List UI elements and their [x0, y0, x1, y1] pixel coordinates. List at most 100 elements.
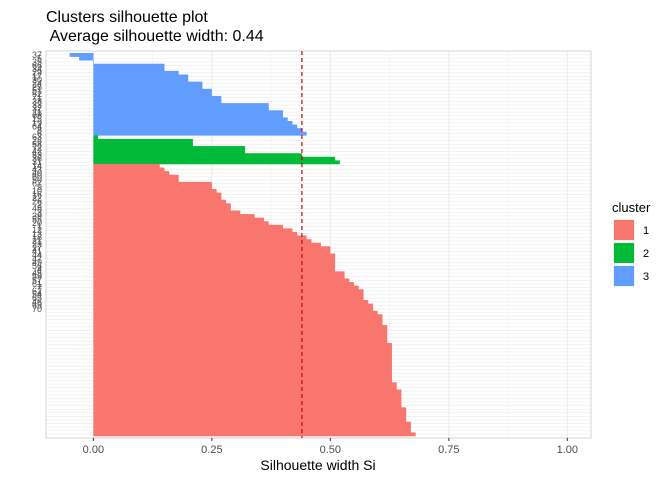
silhouette-bar	[93, 267, 336, 272]
silhouette-bar	[93, 224, 283, 229]
silhouette-bar	[93, 428, 411, 433]
silhouette-bar	[93, 303, 374, 308]
legend: cluster 1 2 3	[612, 200, 651, 287]
y-tick-label: 34	[32, 64, 42, 74]
silhouette-bar	[93, 325, 388, 329]
silhouette-bar	[93, 88, 212, 93]
y-tick-label: 61	[32, 279, 42, 289]
y-tick-label: 65	[32, 293, 42, 303]
silhouette-bar	[79, 56, 94, 61]
silhouette-bar	[93, 414, 407, 419]
silhouette-bar	[93, 292, 364, 297]
y-tick-labels: 3753566342917302425515271383332116815196…	[32, 50, 42, 314]
y-tick-label: 43	[32, 164, 42, 174]
silhouette-bar	[93, 110, 283, 115]
y-tick-label: 25	[32, 82, 42, 92]
silhouette-bar	[93, 260, 336, 265]
silhouette-bar	[93, 217, 265, 222]
silhouette-bar	[93, 117, 288, 122]
silhouette-bar	[93, 210, 241, 215]
silhouette-bar	[93, 192, 222, 197]
y-tick-label: 21	[32, 236, 42, 246]
silhouette-bar	[93, 185, 212, 190]
silhouette-bar	[93, 138, 193, 143]
y-tick-label: 38	[32, 96, 42, 106]
silhouette-bar	[93, 393, 402, 397]
legend-key	[614, 220, 634, 240]
silhouette-bar	[93, 410, 407, 415]
y-tick-label: 29	[32, 68, 42, 78]
silhouette-bar	[93, 178, 179, 183]
y-tick-label: 19	[32, 118, 42, 128]
silhouette-bar	[69, 53, 94, 57]
y-tick-label: 59	[32, 272, 42, 282]
silhouette-bar	[93, 171, 170, 176]
silhouette-bar	[93, 371, 392, 376]
y-tick-label: 13	[32, 229, 42, 239]
legend-label: 2	[643, 248, 649, 260]
silhouette-bar	[93, 246, 331, 251]
silhouette-bar	[93, 174, 179, 179]
silhouette-bar	[93, 206, 231, 211]
chart-title: Clusters silhouette plot	[46, 9, 208, 26]
chart-subtitle: Average silhouette width: 0.44	[46, 28, 264, 45]
y-tick-label: 64	[32, 121, 42, 131]
silhouette-bar	[93, 400, 402, 405]
silhouette-bar	[93, 425, 411, 430]
silhouette-bar	[93, 342, 392, 347]
y-tick-label: 14	[32, 161, 42, 171]
silhouette-bar	[93, 189, 217, 193]
silhouette-bar	[93, 317, 383, 322]
silhouette-bar	[93, 296, 364, 301]
silhouette-bar	[93, 196, 222, 201]
y-tick-label: 16	[32, 189, 42, 199]
silhouette-bar	[93, 99, 222, 104]
silhouette-bar	[93, 242, 321, 247]
y-tick-label: 37	[32, 50, 42, 60]
silhouette-bar	[93, 310, 378, 315]
y-tick-label: 45	[32, 268, 42, 278]
silhouette-bar	[93, 357, 392, 362]
y-tick-label: 56	[32, 261, 42, 271]
silhouette-bar	[93, 328, 388, 333]
silhouette-bar	[93, 81, 203, 86]
y-tick-label: 47	[32, 254, 42, 264]
y-tick-label: 24	[32, 78, 42, 88]
silhouette-bar	[93, 253, 336, 258]
y-tick-label: 1	[37, 222, 42, 232]
y-tick-label: 58	[32, 139, 42, 149]
silhouette-bar	[93, 128, 302, 133]
y-tick-label: 18	[32, 232, 42, 242]
y-tick-label: 71	[32, 93, 42, 103]
y-tick-label: 41	[32, 247, 42, 257]
silhouette-bar	[93, 60, 94, 65]
y-tick-label: 33	[32, 100, 42, 110]
silhouette-bar	[93, 378, 392, 383]
silhouette-bar	[93, 432, 416, 437]
silhouette-bar	[93, 385, 397, 390]
y-tick-label: 60	[32, 171, 42, 181]
y-tick-label: 44	[32, 250, 42, 260]
silhouette-bar	[93, 382, 397, 387]
y-tick-label: 7	[37, 282, 42, 292]
silhouette-bar	[93, 367, 392, 372]
silhouette-bar	[93, 339, 388, 344]
silhouette-bar	[93, 106, 269, 111]
silhouette-bar	[93, 396, 402, 401]
silhouette-bar	[93, 221, 269, 226]
silhouette-bar	[93, 163, 160, 168]
legend-label: 3	[643, 271, 649, 283]
y-tick-label: 52	[32, 89, 42, 99]
silhouette-bar	[93, 278, 350, 283]
y-tick-label: 35	[32, 57, 42, 67]
silhouette-bar	[93, 203, 231, 208]
silhouette-bar	[93, 146, 246, 150]
y-tick-label: 3	[37, 207, 42, 217]
silhouette-bar	[93, 239, 312, 244]
silhouette-bar	[93, 67, 165, 72]
silhouette-bar	[93, 418, 407, 422]
y-tick-label: 32	[32, 103, 42, 113]
y-tick-label: 4	[37, 265, 42, 275]
y-tick-label: 15	[32, 114, 42, 124]
silhouette-bar	[93, 274, 345, 279]
